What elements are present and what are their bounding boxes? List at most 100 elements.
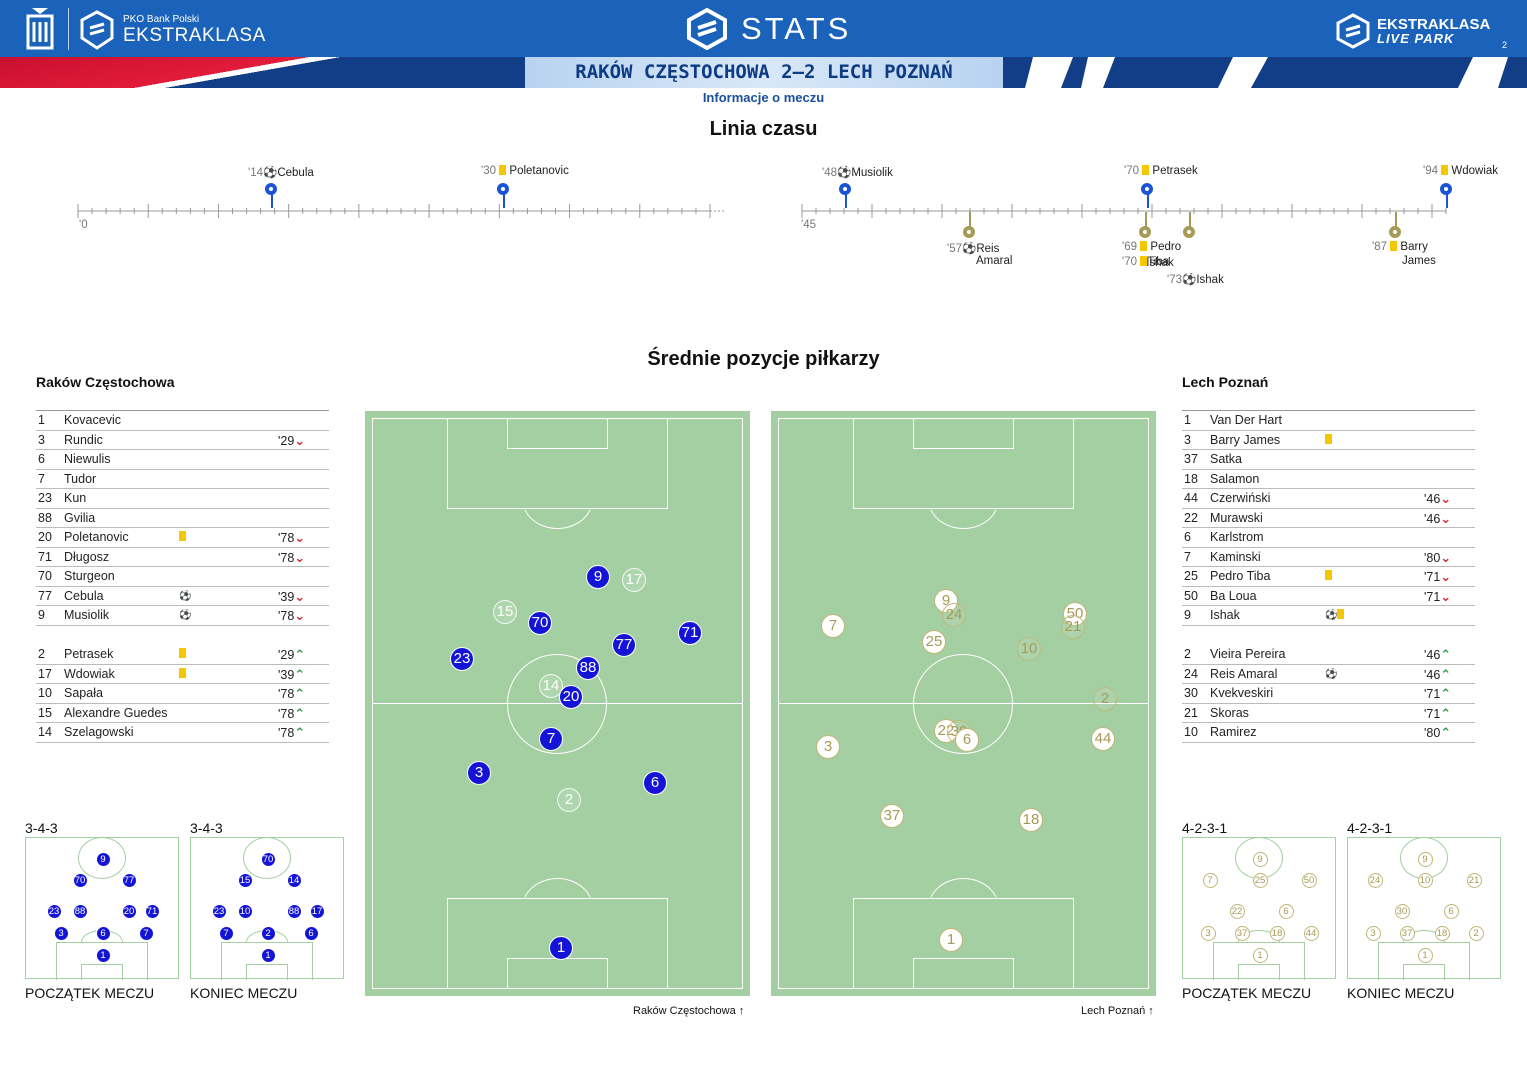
timeline-pin[interactable] <box>839 183 851 195</box>
player-position-marker[interactable]: 44 <box>1091 727 1115 751</box>
roster-row[interactable]: 1 Kovacevic <box>36 411 329 431</box>
roster-row[interactable]: 9 Ishak ⚽ <box>1182 606 1475 626</box>
timeline-pin[interactable] <box>1183 226 1195 238</box>
player-position-marker[interactable]: 21 <box>1061 615 1085 639</box>
yellow-card-icon <box>1390 241 1398 251</box>
formation-player-marker: 23 <box>46 903 62 919</box>
roster-row[interactable]: 15 Alexandre Guedes '78⌃ <box>36 704 329 723</box>
formation-player-marker: 37 <box>1234 925 1250 941</box>
player-position-marker[interactable]: 25 <box>922 630 946 654</box>
formation-player-marker: 10 <box>237 903 253 919</box>
formation-player-marker: 7 <box>1202 872 1218 888</box>
roster-row[interactable]: 10 Ramirez '80⌃ <box>1182 723 1475 743</box>
roster-row[interactable]: 6 Karlstrom <box>1182 528 1475 548</box>
positions-title: Średnie pozycje piłkarzy <box>647 348 880 370</box>
roster-row[interactable]: 7 Kaminski '80⌄ <box>1182 548 1475 567</box>
sub-minute: '46⌄ <box>1424 491 1452 506</box>
sub-minute: '78⌄ <box>278 608 306 623</box>
formation-player-marker: 24 <box>1367 872 1383 888</box>
sub-off-arrow-icon: ⌄ <box>294 588 306 604</box>
player-position-marker[interactable]: 18 <box>1019 808 1043 832</box>
roster-row[interactable]: 50 Ba Loua '71⌄ <box>1182 587 1475 606</box>
roster-row[interactable]: 70 Sturgeon <box>36 567 329 587</box>
player-position-marker[interactable]: 71 <box>678 621 702 645</box>
player-number: 70 <box>38 569 52 583</box>
timeline-pin[interactable] <box>1440 183 1452 195</box>
player-position-marker[interactable]: 88 <box>576 656 600 680</box>
player-position-marker[interactable]: 15 <box>493 600 517 624</box>
roster-row[interactable]: 71 Długosz '78⌄ <box>36 548 329 567</box>
roster-row[interactable]: 6 Niewulis <box>36 450 329 470</box>
formation-player-marker: 22 <box>1229 903 1245 919</box>
timeline-event-home: '70 Petrasek <box>1124 165 1198 177</box>
roster-row[interactable]: 18 Salamon <box>1182 470 1475 489</box>
timeline-pin[interactable] <box>1139 226 1151 238</box>
player-position-marker[interactable]: 70 <box>528 611 552 635</box>
roster-row[interactable]: 24 Reis Amaral ⚽ '46⌃ <box>1182 665 1475 684</box>
roster-row[interactable]: 25 Pedro Tiba '71⌄ <box>1182 567 1475 587</box>
roster-row[interactable]: 14 Szelagowski '78⌃ <box>36 723 329 743</box>
formation-player-marker: 14 <box>286 872 302 888</box>
roster-row[interactable]: 30 Kvekveskiri '71⌃ <box>1182 684 1475 704</box>
player-position-marker[interactable]: 7 <box>821 614 845 638</box>
roster-row[interactable]: 1 Van Der Hart <box>1182 411 1475 431</box>
timeline-pin[interactable] <box>963 226 975 238</box>
player-position-marker[interactable]: 2 <box>1093 687 1117 711</box>
formation-player-marker: 17 <box>309 903 325 919</box>
roster-row[interactable]: 9 Musiolik ⚽ '78⌄ <box>36 606 329 626</box>
roster-row[interactable]: 17 Wdowiak '39⌃ <box>36 665 329 684</box>
player-position-marker[interactable]: 1 <box>939 928 963 952</box>
ekstraklasa-logo-icon <box>80 10 114 50</box>
formation-player-marker: 10 <box>1417 872 1433 888</box>
roster-row[interactable]: 2 Petrasek '29⌃ <box>36 645 329 665</box>
timeline-pin[interactable] <box>1141 183 1153 195</box>
roster-row[interactable]: 20 Poletanovic '78⌄ <box>36 528 329 548</box>
roster-row[interactable]: 44 Czerwiński '46⌄ <box>1182 489 1475 509</box>
formation-player-marker: 7 <box>138 925 154 941</box>
player-number: 23 <box>38 491 52 505</box>
roster-row[interactable]: 3 Rundic '29⌄ <box>36 431 329 450</box>
roster-row[interactable]: 23 Kun <box>36 489 329 509</box>
player-position-marker[interactable]: 2 <box>557 788 581 812</box>
formation-player-marker: 9 <box>1417 851 1433 867</box>
player-position-marker[interactable]: 3 <box>467 761 491 785</box>
player-position-marker[interactable]: 1 <box>549 936 573 960</box>
timeline-pin[interactable] <box>1389 226 1401 238</box>
formation-player-marker: 30 <box>1394 903 1410 919</box>
formation-player-marker: 9 <box>1252 851 1268 867</box>
player-position-marker[interactable]: 6 <box>955 728 979 752</box>
player-position-marker[interactable]: 20 <box>559 685 583 709</box>
roster-row[interactable]: 37 Satka <box>1182 450 1475 470</box>
player-name: Skoras <box>1210 705 1249 720</box>
player-position-marker[interactable]: 6 <box>643 771 667 795</box>
player-number: 15 <box>38 705 52 720</box>
roster-row[interactable]: 2 Vieira Pereira '46⌃ <box>1182 645 1475 665</box>
roster-row[interactable]: 21 Skoras '71⌃ <box>1182 704 1475 723</box>
header-divider <box>68 8 69 50</box>
goal-icon: ⚽ <box>962 243 977 255</box>
timeline-pin[interactable] <box>265 183 277 195</box>
roster-row[interactable]: 22 Murawski '46⌄ <box>1182 509 1475 528</box>
player-position-marker[interactable]: 23 <box>450 647 474 671</box>
player-position-marker[interactable]: 9 <box>586 565 610 589</box>
roster-row[interactable]: 7 Tudor <box>36 470 329 489</box>
timeline-event-away: '73⚽Ishak <box>1167 274 1224 286</box>
roster-row[interactable]: 10 Sapała '78⌃ <box>36 684 329 704</box>
player-position-marker[interactable]: 24 <box>942 603 966 627</box>
player-position-marker[interactable]: 77 <box>612 633 636 657</box>
roster-row[interactable]: 88 Gvilia <box>36 509 329 528</box>
roster-row[interactable]: 3 Barry James <box>1182 431 1475 450</box>
player-position-marker[interactable]: 3 <box>816 735 840 759</box>
sub-off-arrow-icon: ⌄ <box>1440 510 1452 526</box>
player-position-marker[interactable]: 37 <box>880 804 904 828</box>
player-position-marker[interactable]: 10 <box>1017 637 1041 661</box>
roster-row[interactable]: 77 Cebula ⚽ '39⌄ <box>36 587 329 606</box>
formation-player-marker: 3 <box>1200 925 1216 941</box>
timeline-pin[interactable] <box>497 183 509 195</box>
timeline-event-away: '57⚽Reis <box>947 243 1000 255</box>
player-position-marker[interactable]: 17 <box>622 568 646 592</box>
player-position-marker[interactable]: 7 <box>539 727 563 751</box>
goal-icon: ⚽ <box>837 167 852 179</box>
player-name: Tudor <box>64 471 97 486</box>
player-number: 20 <box>38 530 52 544</box>
